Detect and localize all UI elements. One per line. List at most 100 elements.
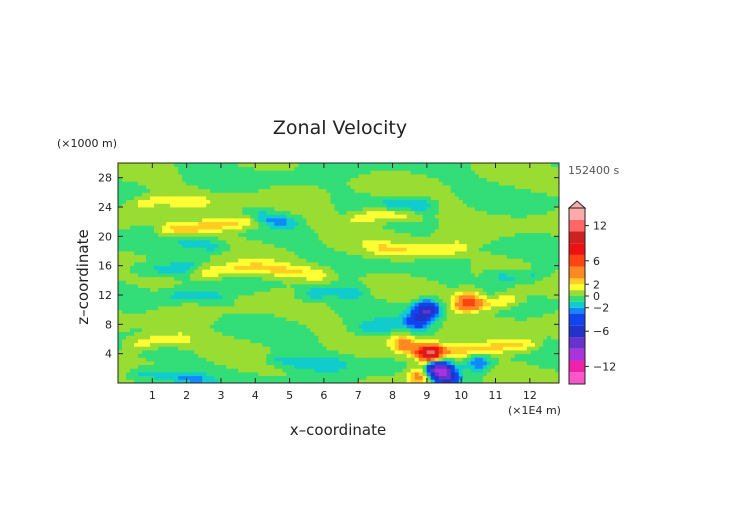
field-cell [330,368,335,373]
field-cell [290,207,295,212]
field-cell [182,229,187,234]
field-cell [222,313,227,318]
field-cell [286,181,291,186]
field-cell [246,309,251,314]
field-cell [414,225,420,230]
field-cell [434,210,440,215]
field-cell [130,287,135,292]
field-cell [154,174,159,179]
field-cell [438,276,444,281]
field-cell [418,258,424,263]
field-cell [314,225,319,230]
field-cell [350,196,355,201]
field-cell [182,185,187,190]
field-cell [190,339,195,344]
field-cell [242,163,247,168]
field-cell [278,240,283,245]
field-cell [394,291,400,296]
field-cell [178,306,183,311]
field-cell [302,339,307,344]
field-cell [250,368,255,373]
field-cell [302,192,307,197]
field-cell [158,207,163,212]
field-cell [166,295,171,300]
field-cell [210,328,215,333]
field-cell [258,229,263,234]
field-cell [210,335,215,340]
field-cell [126,254,131,259]
field-cell [274,262,279,267]
field-cell [306,232,311,237]
field-cell [338,170,343,175]
field-cell [262,306,267,311]
field-cell [166,262,171,267]
field-cell [450,346,456,351]
field-cell [222,302,227,307]
field-cell [310,243,315,248]
field-cell [226,240,231,245]
field-cell [222,225,227,230]
field-cell [306,335,311,340]
field-cell [386,287,392,292]
field-cell [298,287,303,292]
field-cell [438,273,444,278]
field-cell [166,166,171,171]
field-cell [250,174,255,179]
field-cell [230,364,235,369]
field-cell [334,335,339,340]
field-cell [146,229,151,234]
field-cell [354,254,359,259]
field-cell [182,218,187,223]
field-cell [170,350,175,355]
field-cell [218,177,223,182]
field-cell [350,331,355,336]
field-cell [390,269,396,274]
field-cell [182,375,187,380]
field-cell [350,280,355,285]
field-cell [250,353,255,358]
field-cell [218,247,223,252]
field-cell [174,331,179,336]
field-cell [414,251,420,256]
field-cell [174,185,179,190]
field-cell [286,166,291,171]
field-cell [314,309,319,314]
field-cell [382,276,388,281]
field-cell [386,273,392,278]
field-cell [402,364,408,369]
field-cell [346,342,351,347]
field-cell [210,243,215,248]
field-cell [446,214,452,219]
field-cell [342,346,347,351]
field-cell [338,236,343,241]
field-cell [374,328,379,333]
field-cell [358,240,363,245]
field-cell [298,166,303,171]
field-cell [206,166,211,171]
field-cell [410,350,416,355]
field-cell [342,287,347,292]
field-cell [258,284,263,289]
field-cell [194,375,199,380]
field-cell [162,170,167,175]
field-cell [394,185,400,190]
field-cell [206,240,211,245]
field-cell [202,317,207,322]
field-cell [362,350,367,355]
field-cell [330,166,335,171]
field-cell [386,232,392,237]
field-cell [398,210,404,215]
field-cell [434,196,440,201]
field-cell [226,273,231,278]
field-cell [158,339,163,344]
field-cell [426,328,432,333]
field-cell [306,254,311,259]
field-cell [366,320,371,325]
field-cell [118,291,123,296]
field-cell [158,170,163,175]
field-cell [258,185,263,190]
field-cell [262,284,267,289]
field-cell [162,218,167,223]
field-cell [162,210,167,215]
field-cell [162,306,167,311]
